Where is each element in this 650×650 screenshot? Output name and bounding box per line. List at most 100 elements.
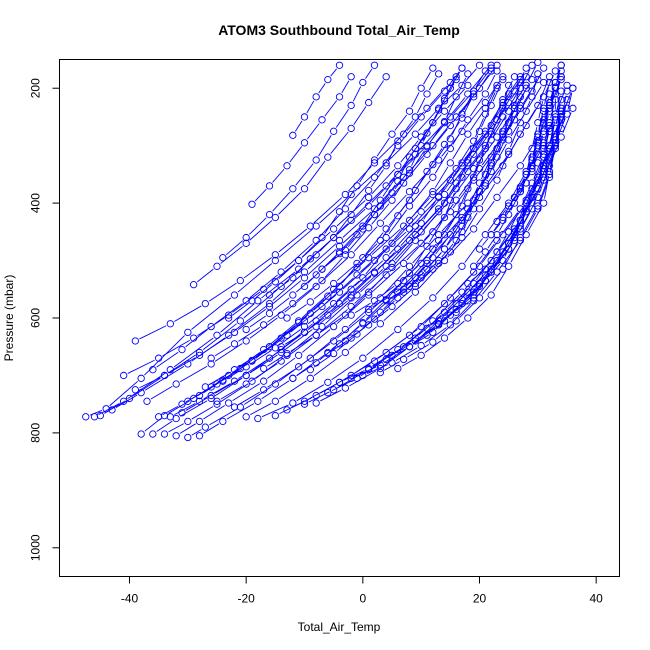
series-segment: [319, 197, 349, 224]
series-segment: [411, 149, 420, 166]
series-segment: [318, 83, 326, 94]
data-point: [540, 164, 548, 173]
data-point: [551, 67, 559, 75]
x-tick-label: -20: [237, 592, 255, 606]
series-segment: [498, 155, 508, 177]
data-point: [242, 413, 250, 421]
series-segment: [406, 111, 425, 132]
data-point: [464, 279, 472, 288]
data-point: [388, 196, 396, 204]
series-segment: [261, 404, 289, 418]
series-71: [300, 64, 466, 291]
data-point: [388, 351, 396, 359]
series-segment: [412, 306, 442, 333]
data-point: [184, 328, 192, 337]
data-point: [405, 153, 414, 161]
series-segment: [510, 129, 525, 151]
series-segment: [550, 118, 555, 128]
series-segment: [318, 134, 332, 157]
series-segment: [470, 134, 489, 160]
series-segment: [336, 314, 366, 339]
data-point: [487, 268, 495, 276]
data-point: [137, 430, 145, 438]
data-point: [347, 101, 355, 110]
data-point: [120, 371, 128, 380]
data-point: [347, 374, 355, 382]
data-point: [359, 274, 367, 282]
data-point: [475, 156, 484, 164]
series-segment: [359, 243, 378, 261]
data-point: [481, 130, 489, 138]
series-segment: [144, 418, 162, 432]
data-point: [405, 236, 414, 245]
data-point: [540, 176, 548, 184]
data-point: [557, 61, 565, 69]
data-point: [487, 256, 495, 265]
series-segment: [284, 257, 314, 284]
data-point: [417, 208, 425, 216]
data-point: [382, 182, 390, 190]
series-segment: [272, 168, 285, 183]
data-point: [347, 216, 355, 224]
data-point: [563, 81, 571, 90]
series-segment: [278, 263, 296, 280]
series-segment: [388, 209, 408, 235]
data-point: [236, 317, 244, 325]
data-point: [277, 343, 285, 351]
data-point: [335, 236, 344, 245]
series-segment: [423, 71, 431, 85]
data-point: [184, 433, 192, 442]
series-segment: [352, 86, 362, 102]
series-segment: [435, 295, 460, 318]
series-segment: [214, 377, 243, 394]
data-point: [516, 75, 524, 84]
series-54: [528, 67, 565, 161]
series-segment: [418, 266, 436, 284]
series-segment: [465, 288, 477, 298]
data-point: [324, 378, 332, 386]
series-segment: [306, 160, 326, 186]
data-point: [464, 81, 472, 90]
data-point: [475, 245, 484, 253]
data-point: [505, 245, 513, 253]
data-point: [207, 391, 215, 400]
series-segment: [471, 271, 483, 281]
series-segment: [306, 100, 315, 114]
series-segment: [510, 229, 519, 246]
data-point: [172, 432, 180, 440]
series-segment: [232, 291, 261, 313]
series-segment: [341, 189, 355, 209]
data-point: [365, 186, 373, 195]
data-point: [312, 359, 320, 367]
series-segment: [533, 172, 543, 194]
data-point: [184, 397, 192, 405]
series-segment: [493, 114, 507, 137]
data-point: [458, 110, 466, 118]
data-point: [499, 136, 507, 144]
series-segment: [446, 100, 455, 118]
data-point: [324, 153, 332, 161]
series-segment: [470, 68, 489, 91]
data-point: [388, 189, 396, 197]
data-point: [411, 113, 419, 121]
series-segment: [538, 128, 543, 137]
series-segment: [377, 252, 395, 271]
series-segment: [387, 145, 397, 162]
series-segment: [445, 192, 455, 214]
data-point: [324, 311, 332, 319]
series-segment: [284, 243, 314, 270]
series-segment: [278, 228, 313, 258]
series-segment: [544, 109, 549, 120]
data-point: [452, 164, 460, 173]
series-segment: [353, 193, 367, 212]
series-segment: [377, 300, 395, 317]
data-point: [394, 245, 402, 253]
series-segment: [330, 270, 355, 294]
series-segment: [272, 191, 291, 212]
data-point: [242, 371, 250, 380]
data-point: [423, 129, 431, 137]
series-segment: [457, 77, 467, 93]
series-segment: [401, 266, 418, 281]
series-segment: [446, 174, 466, 200]
series-segment: [505, 206, 524, 232]
